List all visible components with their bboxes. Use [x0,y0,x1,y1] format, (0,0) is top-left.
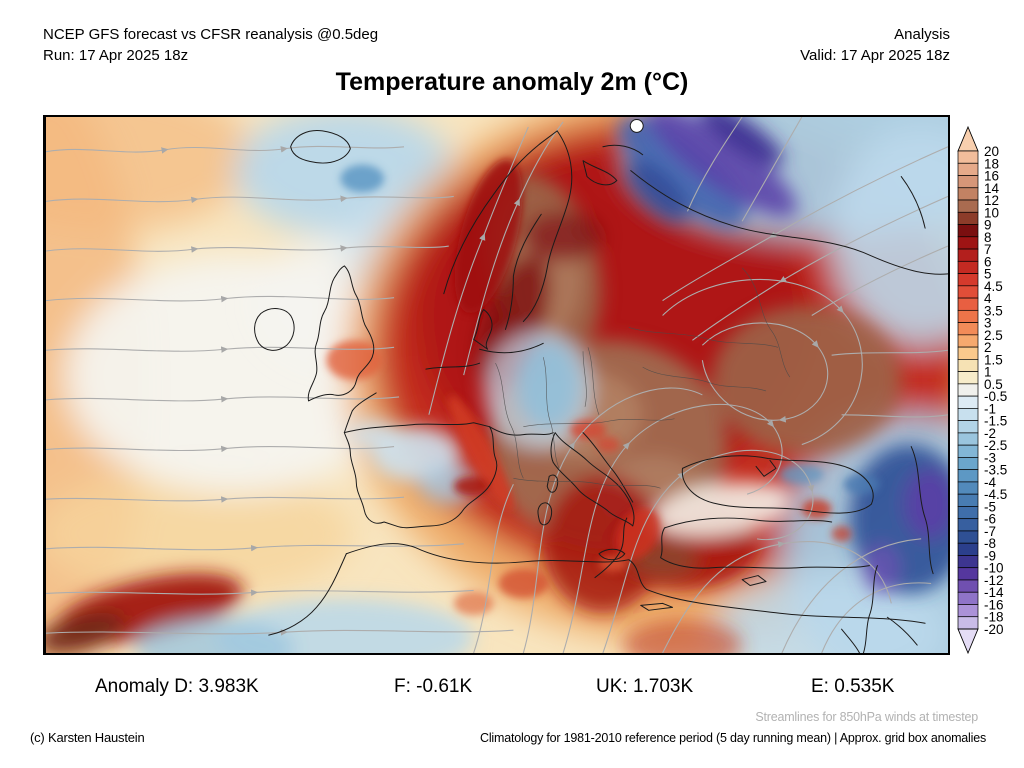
svg-text:-3: -3 [984,450,996,465]
svg-text:-9: -9 [984,548,996,563]
anomaly-map [43,115,950,655]
svg-text:-2: -2 [984,426,996,441]
svg-text:10: 10 [984,205,999,220]
climatology-note: Climatology for 1981-2010 reference peri… [480,731,986,745]
svg-text:2.5: 2.5 [984,328,1003,343]
stat-anomaly-france: F: -0.61K [394,676,473,697]
stat-anomaly-domain: Anomaly D: 3.983K [95,676,259,697]
svg-text:14: 14 [984,181,1000,196]
copyright-note: (c) Karsten Haustein [30,730,145,745]
valid-time: Valid: 17 Apr 2025 18z [800,47,950,64]
svg-text:-3.5: -3.5 [984,463,1007,478]
svg-text:2: 2 [984,340,992,355]
svg-text:18: 18 [984,156,999,171]
svg-text:-7: -7 [984,524,996,539]
svg-text:-2.5: -2.5 [984,438,1007,453]
header-left: NCEP GFS forecast vs CFSR reanalysis @0.… [43,24,378,66]
svg-text:-18: -18 [984,610,1004,625]
svg-text:-14: -14 [984,585,1004,600]
svg-text:6: 6 [984,254,992,269]
model-title: NCEP GFS forecast vs CFSR reanalysis @0.… [43,26,379,43]
stat-anomaly-europe: E: 0.535K [811,676,895,697]
svg-text:-20: -20 [984,622,1004,637]
svg-text:3.5: 3.5 [984,303,1003,318]
colorbar: 201816141210987654.543.532.521.510.5-0.5… [957,125,1007,655]
svg-text:16: 16 [984,169,999,184]
svg-text:5: 5 [984,267,992,282]
svg-text:20: 20 [984,144,999,159]
svg-text:7: 7 [984,242,992,257]
map-marker-circle [629,118,644,133]
analysis-label: Analysis [894,26,950,43]
svg-text:-4.5: -4.5 [984,487,1007,502]
svg-text:-4: -4 [984,475,996,490]
anomaly-map-svg [46,117,948,653]
svg-text:4.5: 4.5 [984,279,1003,294]
stat-anomaly-uk: UK: 1.703K [596,676,694,697]
svg-text:-8: -8 [984,536,996,551]
svg-text:9: 9 [984,218,992,233]
svg-text:8: 8 [984,230,992,245]
svg-text:3: 3 [984,316,992,331]
svg-text:-10: -10 [984,561,1004,576]
svg-text:-0.5: -0.5 [984,389,1007,404]
svg-text:1: 1 [984,365,992,380]
run-time: Run: 17 Apr 2025 18z [43,47,189,64]
svg-text:4: 4 [984,291,992,306]
svg-text:-6: -6 [984,512,996,527]
svg-text:-1.5: -1.5 [984,414,1007,429]
svg-text:-5: -5 [984,499,996,514]
country-borders [495,267,791,489]
wind-streamlines [46,117,948,653]
streamlines-note: Streamlines for 850hPa winds at timestep [755,710,978,724]
coastlines [254,118,948,653]
svg-text:12: 12 [984,193,999,208]
svg-text:1.5: 1.5 [984,352,1003,367]
svg-text:-1: -1 [984,401,996,416]
svg-text:-12: -12 [984,573,1004,588]
page-title: Temperature anomaly 2m (°C) [335,68,689,96]
svg-text:-16: -16 [984,597,1004,612]
header-right: Analysis Valid: 17 Apr 2025 18z [800,24,950,66]
svg-text:0.5: 0.5 [984,377,1003,392]
